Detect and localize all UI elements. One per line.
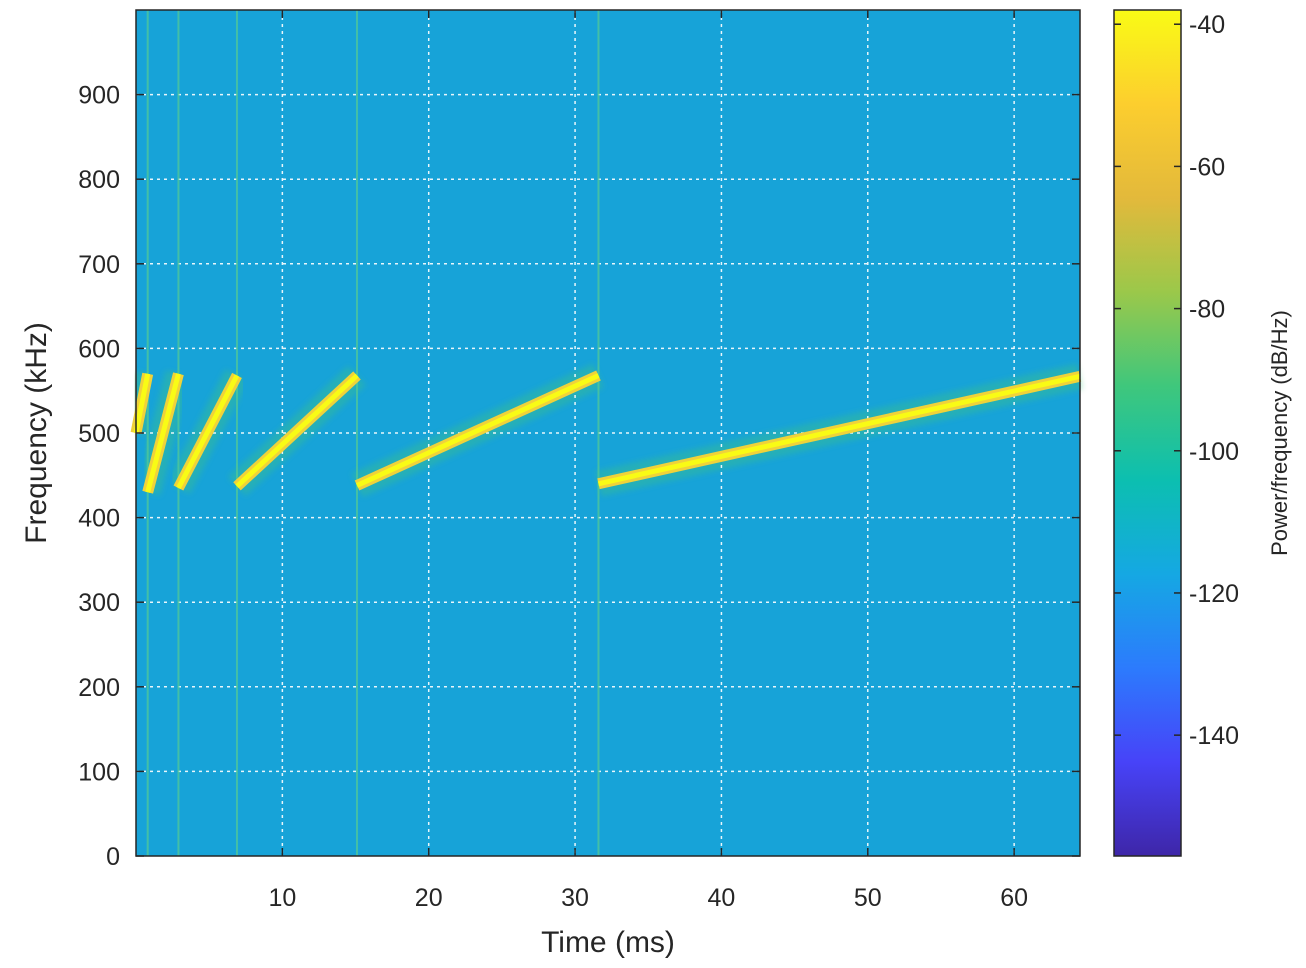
colorbar-tick-label: -140 [1189, 722, 1239, 750]
grid-lines [136, 10, 1080, 856]
chirp-trace-core [597, 373, 1081, 487]
y-tick-label: 600 [78, 335, 120, 363]
y-tick-label: 300 [78, 589, 120, 617]
y-tick-label: 400 [78, 505, 120, 533]
colorbar-tick-label: -80 [1189, 296, 1225, 324]
y-tick-label: 100 [78, 758, 120, 786]
chirp-trace-core [235, 373, 359, 489]
y-axis-label: Frequency (kHz) [20, 322, 53, 544]
x-tick-label: 60 [1000, 884, 1028, 912]
y-tick-label: 0 [106, 843, 120, 871]
segment-boundaries [146, 10, 600, 856]
x-tick-labels: 10 20 30 40 50 60 [268, 884, 1028, 912]
colorbar-tick-label: -40 [1189, 11, 1225, 39]
colorbar-tick-label: -100 [1189, 438, 1239, 466]
colorbar-tick-label: -60 [1189, 153, 1225, 181]
y-tick-label: 700 [78, 251, 120, 279]
y-tick-label: 800 [78, 166, 120, 194]
chirp-traces [130, 370, 1082, 494]
y-tick-label: 200 [78, 674, 120, 702]
x-tick-label: 30 [561, 884, 589, 912]
colorbar [1113, 9, 1182, 857]
colorbar-tick-labels: -40 -60 -80 -100 -120 -140 [1189, 11, 1239, 750]
chirp-trace-core [355, 373, 600, 488]
x-tick-label: 10 [268, 884, 296, 912]
chirp-trace-core [176, 374, 240, 490]
y-tick-label: 900 [78, 82, 120, 110]
y-tick-labels: 0 100 200 300 400 500 600 700 800 900 [78, 82, 120, 871]
axis-ticks [136, 10, 1080, 857]
x-tick-label: 40 [708, 884, 736, 912]
colorbar-tick-label: -120 [1189, 580, 1239, 608]
chirp-trace-core [145, 373, 181, 493]
x-tick-label: 20 [415, 884, 443, 912]
x-tick-label: 50 [854, 884, 882, 912]
x-axis-label: Time (ms) [541, 926, 675, 959]
colorbar-label: Power/frequency (dB/Hz) [1267, 310, 1292, 556]
colorbar-ticks [1114, 23, 1181, 736]
chirp-trace-core [133, 373, 151, 434]
y-tick-label: 500 [78, 420, 120, 448]
